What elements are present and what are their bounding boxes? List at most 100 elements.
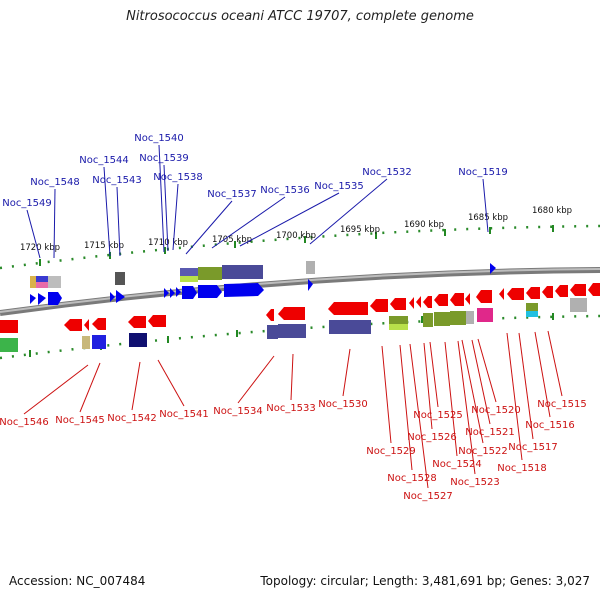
gene-label-bottom[interactable]: Noc_1517 xyxy=(508,442,558,453)
bottom-leader-line xyxy=(506,332,523,461)
forward-gene-arrow[interactable] xyxy=(30,294,36,304)
reverse-gene-arrow[interactable] xyxy=(476,290,492,303)
category-box[interactable] xyxy=(115,272,125,285)
gene-label-top[interactable]: Noc_1549 xyxy=(2,198,52,209)
gene-label-bottom[interactable]: Noc_1525 xyxy=(413,410,463,421)
reverse-gene-arrow[interactable] xyxy=(370,299,388,312)
gene-label-bottom[interactable]: Noc_1518 xyxy=(497,463,547,474)
forward-gene-arrow[interactable] xyxy=(48,292,62,305)
category-box[interactable] xyxy=(0,338,18,352)
category-box[interactable] xyxy=(267,325,278,339)
gene-label-bottom[interactable]: Noc_1533 xyxy=(266,403,316,414)
forward-gene-arrow[interactable] xyxy=(198,285,222,298)
forward-gene-arrow[interactable] xyxy=(110,292,115,302)
gene-label-bottom[interactable]: Noc_1541 xyxy=(159,409,209,420)
gene-label-bottom[interactable]: Noc_1529 xyxy=(366,446,416,457)
forward-gene-arrow[interactable] xyxy=(308,279,313,291)
gene-label-bottom[interactable]: Noc_1521 xyxy=(465,427,515,438)
reverse-gene-arrow[interactable] xyxy=(555,285,568,297)
gene-label-top[interactable]: Noc_1539 xyxy=(139,153,189,164)
category-box[interactable] xyxy=(92,335,106,349)
category-box[interactable] xyxy=(570,298,587,312)
gene-label-top[interactable]: Noc_1536 xyxy=(260,185,310,196)
category-box[interactable] xyxy=(389,316,408,324)
category-box[interactable] xyxy=(306,261,315,274)
category-box[interactable] xyxy=(477,308,493,322)
reverse-gene-arrow[interactable] xyxy=(128,316,146,328)
category-box[interactable] xyxy=(30,276,36,288)
category-box[interactable] xyxy=(36,282,48,288)
category-box[interactable] xyxy=(526,303,538,311)
forward-gene-arrow[interactable] xyxy=(170,288,175,298)
category-box[interactable] xyxy=(82,336,90,349)
forward-gene-arrow[interactable] xyxy=(224,283,264,297)
gene-label-bottom[interactable]: Noc_1545 xyxy=(55,415,105,426)
reverse-gene-arrow[interactable] xyxy=(64,319,82,331)
gene-label-top[interactable]: Noc_1544 xyxy=(79,155,129,166)
forward-gene-arrow[interactable] xyxy=(38,293,46,305)
gene-label-bottom[interactable]: Noc_1515 xyxy=(537,399,587,410)
gene-label-bottom[interactable]: Noc_1526 xyxy=(407,432,457,443)
category-box[interactable] xyxy=(389,324,408,330)
forward-gene-arrow[interactable] xyxy=(164,288,169,298)
forward-gene-arrow[interactable] xyxy=(116,290,125,303)
reverse-gene-arrow[interactable] xyxy=(570,284,586,296)
reverse-gene-arrow[interactable] xyxy=(507,288,524,300)
reverse-gene-arrow[interactable] xyxy=(450,293,464,306)
reverse-gene-arrow[interactable] xyxy=(278,307,305,320)
gene-label-top[interactable]: Noc_1537 xyxy=(207,189,257,200)
category-box[interactable] xyxy=(198,267,222,280)
reverse-gene-arrow[interactable] xyxy=(84,319,89,331)
reverse-gene-arrow[interactable] xyxy=(542,286,553,298)
gene-label-bottom[interactable]: Noc_1528 xyxy=(387,473,437,484)
reverse-gene-arrow[interactable] xyxy=(588,283,600,296)
reverse-gene-arrow[interactable] xyxy=(499,288,504,300)
category-box[interactable] xyxy=(129,333,147,347)
reverse-gene-arrow[interactable] xyxy=(390,298,406,310)
gene-label-bottom[interactable]: Noc_1522 xyxy=(458,446,508,457)
category-box[interactable] xyxy=(450,311,466,325)
gene-label-bottom[interactable]: Noc_1527 xyxy=(403,491,453,502)
gene-label-bottom[interactable]: Noc_1546 xyxy=(0,417,49,428)
reverse-gene-arrow[interactable] xyxy=(434,294,448,306)
category-box[interactable] xyxy=(526,311,538,317)
category-box[interactable] xyxy=(466,311,474,324)
reverse-gene-arrow[interactable] xyxy=(92,318,106,330)
category-box[interactable] xyxy=(434,312,450,326)
reverse-gene-arrow[interactable] xyxy=(266,309,274,321)
gene-label-bottom[interactable]: Noc_1542 xyxy=(107,413,157,424)
category-box[interactable] xyxy=(329,320,371,334)
gene-label-bottom[interactable]: Noc_1530 xyxy=(318,399,368,410)
category-box[interactable] xyxy=(278,324,306,338)
reverse-gene-arrow[interactable] xyxy=(416,296,421,308)
gene-label-bottom[interactable]: Noc_1534 xyxy=(213,406,263,417)
category-box[interactable] xyxy=(48,276,61,288)
gene-label-top[interactable]: Noc_1532 xyxy=(362,167,412,178)
gene-label-bottom[interactable]: Noc_1523 xyxy=(450,477,500,488)
category-box[interactable] xyxy=(180,268,198,276)
category-box[interactable] xyxy=(180,276,198,282)
gene-label-top[interactable]: Noc_1543 xyxy=(92,175,142,186)
reverse-gene-arrow[interactable] xyxy=(328,302,368,315)
gene-label-top[interactable]: Noc_1540 xyxy=(134,133,184,144)
category-box[interactable] xyxy=(222,265,263,279)
gene-label-top[interactable]: Noc_1548 xyxy=(30,177,80,188)
gene-label-bottom[interactable]: Noc_1524 xyxy=(432,459,482,470)
reverse-gene-arrow[interactable] xyxy=(465,293,470,305)
gene-label-bottom[interactable]: Noc_1520 xyxy=(471,405,521,416)
gene-label-top[interactable]: Noc_1519 xyxy=(458,167,508,178)
reverse-gene-arrow[interactable] xyxy=(148,315,166,327)
forward-gene-arrow[interactable] xyxy=(176,287,181,297)
top-leader-line xyxy=(53,188,56,259)
gene-label-top[interactable]: Noc_1535 xyxy=(314,181,364,192)
category-box[interactable] xyxy=(423,313,433,327)
reverse-gene-arrow[interactable] xyxy=(409,297,414,309)
category-box[interactable] xyxy=(36,276,48,282)
reverse-gene-arrow[interactable] xyxy=(526,287,540,299)
gene-label-top[interactable]: Noc_1538 xyxy=(153,172,203,183)
forward-gene-arrow[interactable] xyxy=(490,263,496,274)
reverse-gene-arrow[interactable] xyxy=(0,320,18,333)
forward-gene-arrow[interactable] xyxy=(182,286,197,299)
reverse-gene-arrow[interactable] xyxy=(423,296,432,308)
gene-label-bottom[interactable]: Noc_1516 xyxy=(525,420,575,431)
